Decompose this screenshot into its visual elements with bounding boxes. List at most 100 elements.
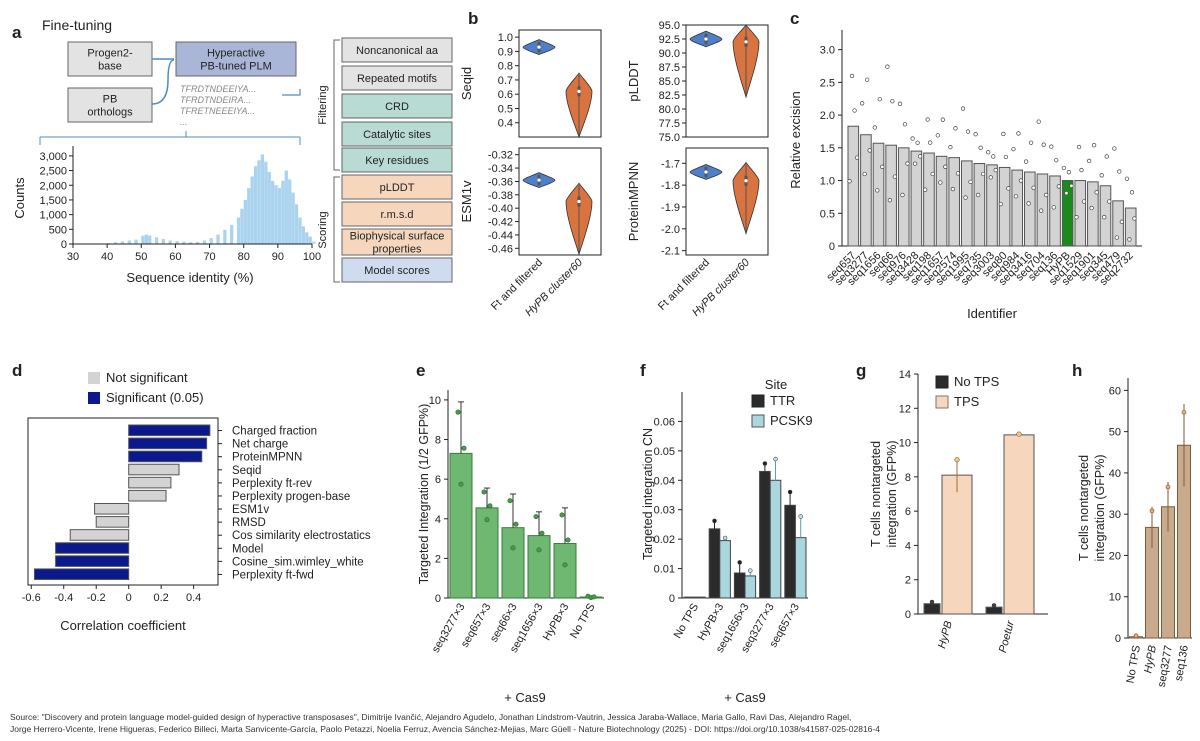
- excision-point: [993, 167, 998, 173]
- e-x-tick-label: seq3277×3: [430, 602, 468, 655]
- g-bar-tps: [1003, 434, 1035, 615]
- histogram-bar: [271, 180, 275, 244]
- excision-point: [1127, 237, 1132, 242]
- f-bar-pcsk9: [719, 540, 731, 599]
- box-progen2-base-label: base: [98, 61, 122, 73]
- filter-box-2-label: CRD: [385, 101, 409, 113]
- e-data-point: [513, 521, 519, 527]
- d-category-label: Perplexity ft-fwd: [232, 569, 314, 581]
- e-x-label: + Cas9: [504, 690, 546, 705]
- excision-point: [1018, 178, 1024, 183]
- violin-y-tick-label: 0.7: [498, 75, 513, 87]
- excision-bar: [1024, 171, 1036, 247]
- histogram-bar: [144, 234, 148, 244]
- excision-point: [1086, 158, 1092, 164]
- excision-bar: [1112, 200, 1124, 247]
- hist-x-tick-label: 90: [272, 251, 284, 263]
- violin-frame: [685, 147, 769, 256]
- hist-y-label: Counts: [12, 177, 27, 219]
- excision-point: [1054, 158, 1059, 163]
- f-data-point: [712, 518, 717, 524]
- e-data-point: [559, 512, 565, 518]
- violin-y-tick-label: -0.40: [488, 203, 513, 215]
- f-bar-ttr: [733, 572, 746, 599]
- e-data-point: [510, 545, 516, 551]
- hist-y-tick-label: 2,500: [39, 166, 67, 178]
- violin-y-tick-label: 85.0: [659, 76, 680, 88]
- arrow-orthologs-plm: [151, 59, 175, 105]
- scoring-box-plddt-label: pLDDT: [380, 182, 415, 194]
- excision-point: [960, 106, 966, 111]
- excision-point: [862, 171, 867, 177]
- excision-point: [1056, 184, 1061, 189]
- f-data-point: [787, 489, 793, 495]
- g-data-point: [929, 599, 935, 605]
- hist-y-tick-label: 1,000: [39, 210, 67, 222]
- histogram-bar: [148, 235, 152, 244]
- excision-point: [1028, 140, 1034, 145]
- violin-y-tick-label: -0.34: [488, 163, 513, 175]
- f-legend-title: Site: [765, 377, 787, 392]
- f-y-tick-label: 0.04: [654, 475, 675, 487]
- excision-point: [1107, 199, 1112, 204]
- violin-median: [537, 178, 541, 182]
- excision-bar: [872, 142, 885, 247]
- e-data-point: [487, 503, 493, 509]
- excision-point: [1094, 190, 1099, 195]
- h-x-tick-label: seq3277: [1156, 644, 1175, 688]
- h-data-point: [1181, 409, 1187, 415]
- f-y-tick-label: 0: [669, 593, 675, 605]
- histogram-bar: [216, 234, 220, 244]
- panel-label-a: a: [12, 23, 22, 42]
- hist-y-tick-label: 2,000: [39, 180, 67, 192]
- violin-y-tick-label: -0.38: [488, 190, 513, 202]
- filter-box-1-label: Repeated motifs: [357, 73, 438, 85]
- excision-bar: [998, 166, 1011, 247]
- generated-sequence: TFRDTNDEIRA...: [180, 95, 251, 105]
- scoring-bracket: [333, 176, 340, 283]
- d-x-tick-label: 0: [126, 592, 132, 604]
- excision-point: [1124, 176, 1130, 181]
- histogram-bar: [154, 237, 159, 244]
- panel-label-d: d: [12, 361, 22, 380]
- excision-point: [1061, 165, 1067, 171]
- excision-point: [1039, 208, 1044, 213]
- violin-median: [577, 89, 581, 93]
- g-legend-tps: TPS: [954, 394, 980, 409]
- violin-y-tick-label: -0.46: [488, 243, 513, 255]
- f-bar-pcsk9: [744, 575, 757, 599]
- hist-y-tick-label: 500: [49, 224, 67, 236]
- d-category-label: Perplexity ft-rev: [232, 478, 312, 490]
- excision-point: [1001, 131, 1006, 137]
- histogram-bar: [308, 236, 312, 244]
- f-legend-ttr: TTR: [770, 393, 795, 408]
- filter-box-1: [341, 65, 453, 91]
- excision-bar: [1049, 175, 1061, 247]
- filter-box-3-label: Catalytic sites: [363, 129, 431, 141]
- excision-point: [948, 145, 953, 150]
- d-category-label: Cosine_sim.wimley_white: [232, 556, 364, 568]
- arrow-filter-back: [282, 89, 301, 96]
- histogram-bar: [230, 224, 234, 244]
- correlation-bar: [95, 516, 130, 528]
- c-y-label: Relative excision: [788, 91, 803, 189]
- excision-bar: [910, 150, 923, 247]
- d-category-label: Seqid: [232, 465, 261, 477]
- excision-point: [887, 198, 893, 203]
- box-progen2-base-label: Progen2-: [87, 48, 133, 60]
- f-legend-swatch-pcsk9: [751, 414, 765, 428]
- d-x-tick-label: 0.4: [186, 592, 201, 604]
- excision-point: [935, 133, 940, 138]
- excision-point: [943, 164, 948, 169]
- excision-point: [1074, 215, 1079, 220]
- violin-y-tick-label: 92.5: [659, 34, 680, 46]
- e-y-tick-label: 6: [435, 474, 441, 486]
- g-bar-no-tps: [985, 606, 1003, 615]
- correlation-bar: [128, 489, 167, 502]
- panel-label-c: c: [790, 9, 799, 28]
- g-x-tick-label: Poetur: [997, 618, 1017, 654]
- histogram-bar: [120, 241, 125, 244]
- scoring-box-rmsd-label: r.m.s.d: [380, 209, 413, 221]
- excision-point: [1003, 154, 1009, 160]
